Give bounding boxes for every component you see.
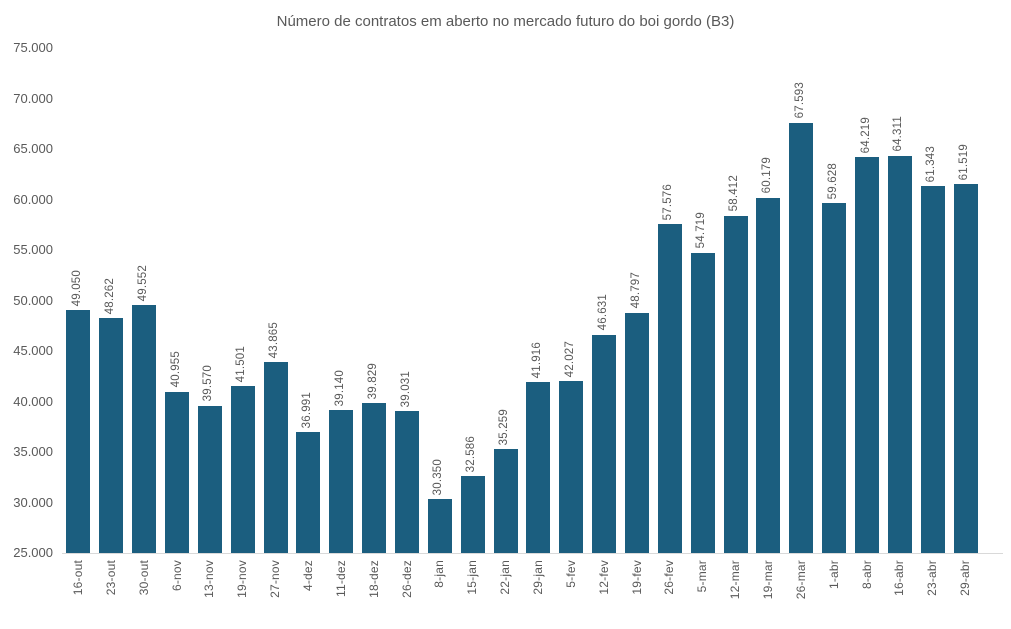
plot-area: 49.050 16-out 48.262 23-out 49.552 30-out 40.9… — [62, 48, 982, 599]
y-axis-tick-label: 55.000 — [13, 242, 53, 257]
x-axis-line — [62, 553, 1003, 554]
bar — [460, 476, 485, 553]
y-axis-tick-label: 50.000 — [13, 292, 53, 308]
x-axis-tick-label: 22-jan — [498, 560, 513, 595]
bar-value-label: 67.593 — [793, 82, 806, 119]
bar-value-label: 54.719 — [695, 212, 708, 249]
bar — [427, 498, 452, 553]
x-axis-tick-label: 6-nov — [169, 560, 184, 592]
bar — [197, 405, 222, 553]
bar — [690, 252, 715, 553]
bar-value-label: 39.570 — [202, 365, 215, 402]
bar-value-label: 43.865 — [268, 322, 281, 359]
bar — [165, 391, 189, 553]
bar — [230, 386, 255, 553]
bar — [953, 184, 978, 553]
bar-value-label: 46.631 — [596, 294, 609, 331]
bar-value-label: 41.501 — [235, 345, 248, 383]
bar-value-label: 61.519 — [958, 143, 971, 181]
bar — [855, 156, 879, 553]
x-axis-tick-label: 19-mar — [760, 560, 775, 600]
x-axis-tick-label: 8-abr — [859, 560, 874, 590]
x-axis-tick-label: 16-out — [70, 560, 85, 596]
x-axis-tick-label: 4-dez — [300, 560, 315, 592]
bar-value-label: 59.628 — [826, 162, 839, 200]
y-axis-tick-label: 40.000 — [13, 393, 53, 409]
bar-value-label: 48.797 — [629, 272, 642, 309]
bar-value-label: 60.179 — [760, 157, 773, 194]
bar — [592, 334, 617, 553]
x-axis-tick-label: 27-nov — [268, 560, 283, 598]
bar-value-label: 64.311 — [892, 116, 905, 152]
bar — [395, 411, 419, 553]
bar — [66, 310, 91, 553]
bar — [920, 185, 945, 553]
y-axis-tick-label: 75.000 — [13, 40, 53, 55]
bar — [329, 410, 354, 553]
bar — [887, 155, 912, 553]
x-axis-tick-label: 11-dez — [333, 560, 348, 598]
x-axis-tick-label: 26-fev — [662, 560, 677, 595]
bar — [362, 403, 387, 553]
bar — [526, 382, 551, 553]
bar — [789, 122, 814, 553]
x-axis-tick-label: 30-out — [136, 560, 151, 596]
bar-value-label: 61.343 — [925, 145, 938, 182]
bar — [296, 431, 321, 553]
y-axis-tick-label: 65.000 — [13, 141, 53, 156]
bar-value-label: 35.259 — [498, 409, 511, 446]
bar-value-label: 32.586 — [465, 436, 478, 473]
bar — [559, 381, 584, 553]
bar-value-label: 39.140 — [333, 369, 346, 407]
bar-value-label: 49.050 — [70, 269, 83, 307]
bar-value-label: 41.916 — [530, 341, 543, 379]
x-axis-tick-label: 5-mar — [695, 560, 710, 593]
bar-value-label: 49.552 — [136, 264, 149, 302]
bar-value-label: 40.955 — [169, 351, 182, 388]
y-axis-tick-label: 60.000 — [13, 191, 53, 207]
y-axis-tick-label: 30.000 — [13, 494, 53, 510]
y-axis-tick-label: 45.000 — [13, 343, 53, 358]
bar-value-label: 30.350 — [432, 458, 445, 495]
bar-value-label: 57.576 — [662, 183, 675, 220]
bar — [263, 362, 288, 553]
y-axis-tick-label: 70.000 — [13, 90, 53, 106]
bar-value-label: 58.412 — [728, 175, 741, 212]
x-axis-tick-label: 29-abr — [958, 560, 973, 596]
bar — [723, 215, 748, 553]
bar — [822, 203, 847, 553]
bar — [99, 318, 124, 553]
x-axis-tick-label: 26-dez — [399, 560, 414, 598]
x-axis-tick-label: 15-jan — [465, 560, 480, 595]
bar-value-label: 36.991 — [300, 391, 313, 428]
x-axis-tick-label: 18-dez — [366, 560, 381, 598]
x-axis-tick-label: 23-out — [103, 560, 118, 596]
x-axis-tick-label: 19-fev — [629, 560, 644, 595]
y-axis-tick-label: 35.000 — [13, 444, 53, 459]
bar-value-label: 39.829 — [366, 362, 379, 400]
bar-value-label: 48.262 — [103, 277, 116, 315]
bar-value-label: 39.031 — [399, 370, 412, 408]
bar — [625, 312, 649, 553]
bar-value-label: 42.027 — [563, 340, 576, 378]
bar — [493, 449, 518, 553]
x-axis-tick-label: 1-abr — [826, 560, 841, 590]
x-axis-tick-label: 26-mar — [793, 560, 808, 600]
bar — [756, 197, 781, 553]
x-axis-tick-label: 16-abr — [892, 560, 907, 596]
bar-value-label: 64.219 — [859, 116, 872, 153]
chart-title: Número de contratos em aberto no mercado… — [276, 13, 735, 30]
x-axis-tick-label: 8-jan — [432, 560, 447, 588]
x-axis-tick-label: 5-fev — [563, 560, 578, 588]
y-axis-tick-label: 25.000 — [13, 545, 53, 560]
x-axis-tick-label: 12-mar — [728, 560, 743, 600]
x-axis-tick-label: 12-fev — [596, 560, 611, 595]
x-axis-tick-label: 23-abr — [925, 560, 940, 596]
x-axis-tick-label: 29-jan — [530, 560, 545, 595]
x-axis-tick-label: 19-nov — [235, 560, 250, 598]
bar — [657, 223, 682, 553]
x-axis-tick-label: 13-nov — [202, 560, 217, 598]
bar — [132, 305, 157, 553]
